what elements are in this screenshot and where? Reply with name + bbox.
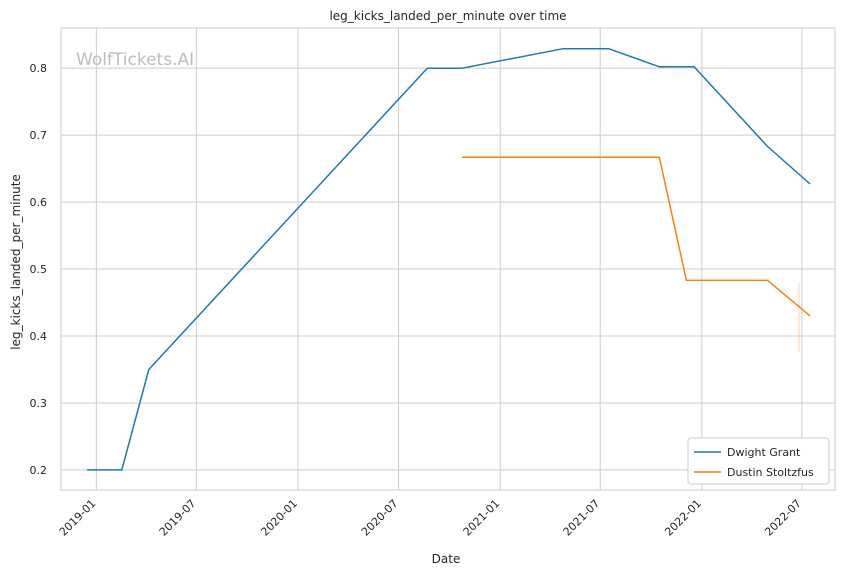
y-tick-label: 0.4 bbox=[30, 330, 48, 343]
y-tick-labels: 0.2 0.3 0.4 0.5 0.6 0.7 0.8 bbox=[30, 62, 48, 477]
y-tick-label: 0.8 bbox=[30, 62, 48, 75]
legend-label-dwight-grant: Dwight Grant bbox=[727, 446, 801, 459]
legend-box bbox=[687, 437, 830, 485]
y-tick-label: 0.6 bbox=[30, 196, 48, 209]
y-tick-label: 0.7 bbox=[30, 129, 48, 142]
y-tick-label: 0.5 bbox=[30, 263, 48, 276]
x-tick-label: 2019-01 bbox=[57, 497, 99, 539]
x-tick-label: 2022-01 bbox=[662, 497, 704, 539]
legend-label-dustin-stoltzfus: Dustin Stoltzfus bbox=[727, 466, 814, 479]
plot-area bbox=[60, 27, 836, 491]
x-tick-label: 2020-07 bbox=[359, 497, 401, 539]
y-tick-label: 0.3 bbox=[30, 397, 48, 410]
x-tick-label: 2022-07 bbox=[762, 497, 804, 539]
y-gridlines bbox=[61, 67, 835, 471]
x-tick-labels: 2019-01 2019-07 2020-01 2020-07 2021-01 2021-… bbox=[57, 497, 804, 539]
x-gridlines bbox=[95, 28, 803, 490]
series-line-dwight-grant bbox=[87, 48, 811, 471]
x-tick-label: 2021-01 bbox=[461, 497, 503, 539]
x-tick-label: 2019-07 bbox=[157, 497, 199, 539]
y-tick-label: 0.2 bbox=[30, 464, 48, 477]
x-axis-label: Date bbox=[432, 552, 461, 566]
series-line-dustin-stoltzfus bbox=[462, 156, 811, 317]
series-layer bbox=[87, 48, 811, 471]
legend: Dwight Grant Dustin Stoltzfus bbox=[687, 437, 830, 485]
watermark: WolfTickets.AI bbox=[76, 50, 194, 70]
y-axis-label: leg_kicks_landed_per_minute bbox=[9, 174, 23, 350]
chart-title: leg_kicks_landed_per_minute over time bbox=[329, 9, 566, 23]
x-tick-label: 2020-01 bbox=[258, 497, 300, 539]
x-tick-label: 2021-07 bbox=[561, 497, 603, 539]
